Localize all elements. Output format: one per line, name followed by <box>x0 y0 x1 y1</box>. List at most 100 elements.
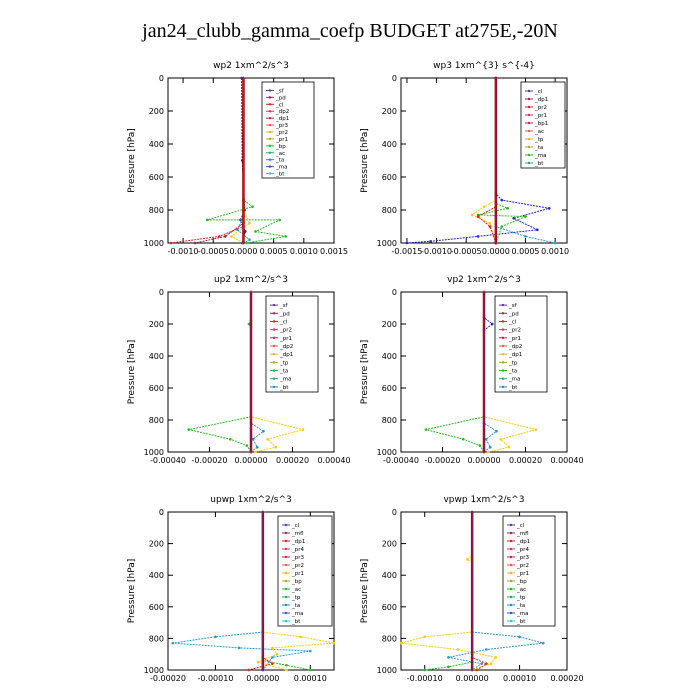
x-tick-label: -0.0015 <box>391 247 422 256</box>
legend-entry: _pd <box>508 311 519 317</box>
series-point <box>187 428 191 431</box>
series-point <box>247 322 251 326</box>
legend-entry: _ta <box>291 603 300 609</box>
y-tick-label: 800 <box>382 416 397 425</box>
series-line-4 <box>248 512 274 671</box>
series-point <box>470 213 474 217</box>
legend-marker <box>268 151 272 154</box>
series-line-4 <box>477 78 497 244</box>
x-tick-label: 0.00000 <box>456 674 489 683</box>
series-point <box>491 322 494 326</box>
legend-marker <box>509 579 513 583</box>
legend-entry: _tp <box>279 360 289 366</box>
legend-marker <box>284 587 288 591</box>
series-point <box>271 646 274 650</box>
legend-entry: _pr1 <box>508 336 521 342</box>
legend-entry: _bp <box>291 579 302 585</box>
legend-marker <box>284 611 288 615</box>
legend-marker <box>509 523 513 527</box>
legend-entry: _ta <box>275 158 284 164</box>
legend-entry: _bt <box>275 172 285 178</box>
series-point <box>476 215 480 218</box>
legend-box <box>520 81 566 169</box>
series-line-3 <box>262 512 311 671</box>
y-tick-label: 1000 <box>377 666 397 675</box>
legend-marker <box>501 320 505 323</box>
legend-marker <box>268 103 272 106</box>
legend-entry: _cl <box>291 523 300 529</box>
series-point <box>308 668 312 672</box>
plot-frame <box>400 511 568 671</box>
legend-marker <box>509 603 513 607</box>
y-tick-label: 600 <box>149 173 164 182</box>
y-tick-label: 1000 <box>377 239 397 248</box>
legend: _sf _pd _cl _pr2 _pr1 _dp2 _dp1 _tp _ta _ma _bt <box>265 295 319 393</box>
x-tick-label: 0.0000 <box>482 247 510 256</box>
series-point <box>461 437 465 441</box>
legend-marker <box>268 137 272 141</box>
series-point <box>251 205 254 208</box>
legend-marker <box>284 571 288 575</box>
legend-entry: _tp <box>291 595 301 601</box>
legend-entry: _dp1 <box>534 97 548 103</box>
legend-marker <box>501 385 505 389</box>
x-tick-label: 0.00040 <box>317 456 350 465</box>
series-point <box>214 635 217 639</box>
legend-marker <box>527 97 531 101</box>
y-tick-label: 600 <box>149 384 164 393</box>
legend-marker <box>272 385 276 389</box>
legend-entry: _pr2 <box>534 105 547 111</box>
y-tick-label: 1000 <box>144 448 164 457</box>
y-tick-label: 600 <box>382 384 397 393</box>
x-tick-label: 0.00010 <box>503 674 536 683</box>
y-axis-label: Pressure [hPa] <box>360 559 370 624</box>
y-tick-label: 400 <box>382 140 397 149</box>
legend-entry: _ma <box>279 377 291 383</box>
legend-marker <box>509 563 513 567</box>
series-point <box>466 558 469 561</box>
legend-entry: _ta <box>516 603 525 609</box>
legend-marker <box>268 158 272 161</box>
legend-entry: _pr3 <box>275 123 289 129</box>
legend-entry: _sf <box>508 303 518 309</box>
x-tick-label: -0.00040 <box>383 456 419 465</box>
x-tick-label: 0.00020 <box>276 456 309 465</box>
series-point <box>285 663 288 667</box>
series-point <box>488 225 492 228</box>
y-tick-label: 400 <box>382 352 397 361</box>
series-point <box>271 662 274 665</box>
x-tick-label: 0.0015 <box>320 247 348 256</box>
x-tick-label: 0.0010 <box>290 247 318 256</box>
legend-marker <box>501 312 505 315</box>
y-tick-label: 200 <box>149 540 164 549</box>
x-tick-label: -0.00040 <box>150 456 186 465</box>
legend-entry: _ta <box>279 369 288 375</box>
series-point <box>278 218 281 222</box>
legend-entry: _cl <box>275 102 284 108</box>
legend-marker <box>527 145 531 149</box>
legend-marker <box>527 89 531 93</box>
legend-entry: _ac <box>291 587 301 593</box>
x-tick-label: 0.0005 <box>260 247 288 256</box>
series-point <box>447 656 450 659</box>
legend-entry: _ta <box>508 369 517 375</box>
series-point <box>193 241 197 245</box>
series-point <box>478 444 482 447</box>
legend-entry: _dp2 <box>279 344 293 350</box>
legend-marker <box>527 129 531 133</box>
legend-marker <box>272 369 276 372</box>
legend-marker <box>272 336 276 340</box>
series-line-3 <box>170 78 244 244</box>
legend-box <box>277 515 333 627</box>
legend-marker <box>268 116 272 120</box>
panel-1: wp2 1xm^2/s^3 Pressure [hPa] 0 200 400 600 800… <box>127 61 348 256</box>
legend-marker <box>284 539 288 543</box>
legend-entry: _ma <box>516 611 528 617</box>
series-line-4 <box>195 78 244 244</box>
legend-marker <box>509 611 513 615</box>
legend-marker <box>527 113 531 117</box>
x-tick-label: -0.00020 <box>150 674 186 683</box>
legend-entry: _mfl <box>291 531 304 537</box>
y-tick-label: 1000 <box>144 239 164 248</box>
legend-marker <box>501 303 505 307</box>
